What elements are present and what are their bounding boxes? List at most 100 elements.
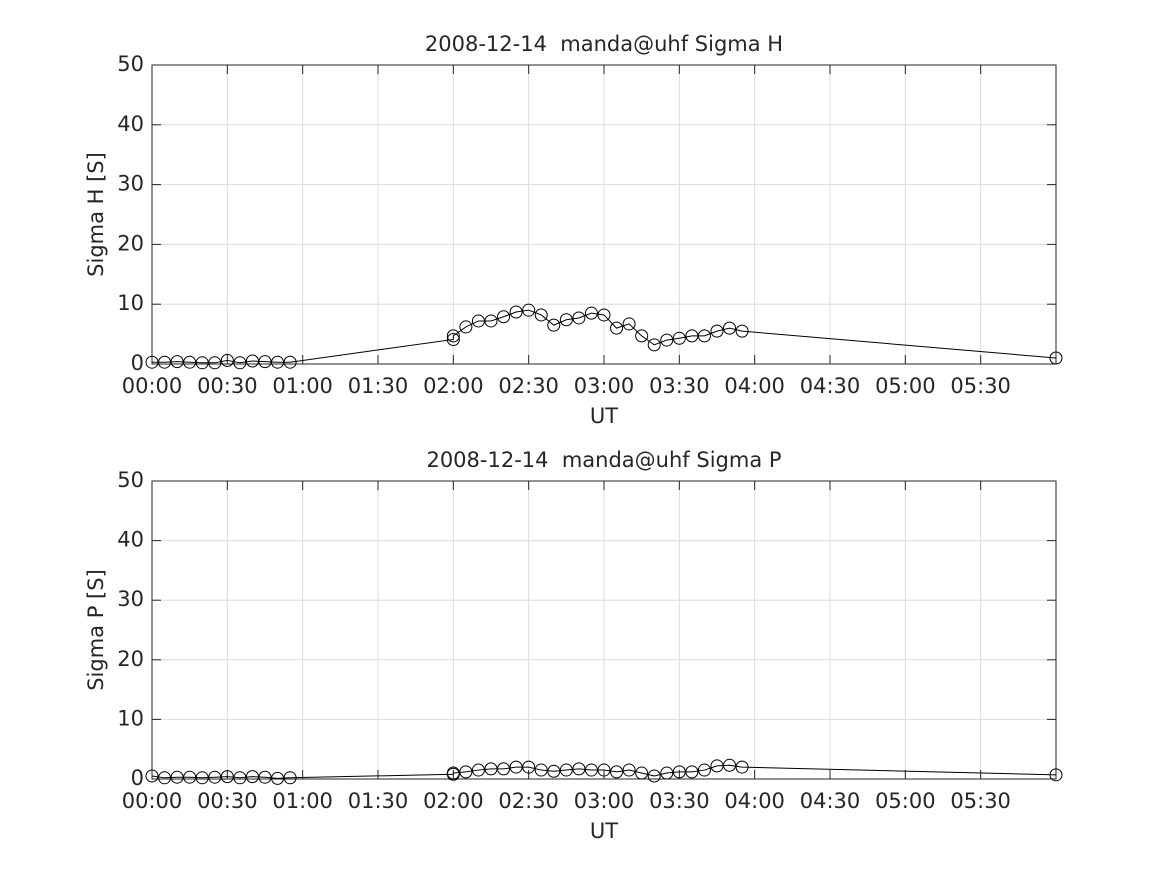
data-point [559,763,573,777]
data-point [522,303,536,317]
x-tick-label: 05:00 [875,374,936,398]
x-tick-label: 00:00 [122,374,183,398]
chart-title: 2008-12-14 manda@uhf Sigma H [425,32,783,56]
y-tick-label: 40 [117,112,144,136]
x-tick-label: 01:30 [348,374,409,398]
data-point [509,305,523,319]
x-tick-label: 04:30 [800,374,861,398]
y-tick-label: 10 [117,706,144,730]
data-point [195,771,209,785]
data-point [170,355,184,369]
y-tick-label: 50 [117,52,144,76]
x-tick-label: 05:30 [950,374,1011,398]
data-point [271,355,285,369]
x-tick-label: 01:00 [272,374,333,398]
data-point [547,764,561,778]
data-point [208,356,222,370]
x-tick-label: 03:00 [574,789,635,813]
data-point [233,356,247,370]
data-point [723,758,737,772]
data-point [647,338,661,352]
y-axis-label: Sigma H [S] [84,152,108,277]
data-point [572,311,586,325]
data-point [158,355,172,369]
data-point [723,321,737,335]
y-tick-label: 0 [131,766,144,790]
data-point [471,763,485,777]
data-point [1049,351,1063,365]
data-point [258,355,272,369]
data-point [622,317,636,331]
axes-box [151,64,1057,365]
y-tick-label: 0 [131,351,144,375]
data-point [522,760,536,774]
data-point [584,763,598,777]
data-point [660,333,674,347]
data-point [635,766,649,780]
data-point [672,331,686,345]
x-tick-label: 02:00 [423,789,484,813]
x-tick-label: 03:30 [649,789,710,813]
y-tick-label: 20 [117,647,144,671]
data-point [170,770,184,784]
y-tick-label: 30 [117,172,144,196]
data-point [220,770,234,784]
data-point [271,771,285,785]
data-point [497,762,511,776]
data-point [245,770,259,784]
data-point [635,329,649,343]
data-point [446,329,460,343]
chart-title: 2008-12-14 manda@uhf Sigma P [426,448,781,472]
data-point [509,760,523,774]
data-point [158,771,172,785]
y-tick-label: 50 [117,468,144,492]
x-tick-label: 01:30 [348,789,409,813]
data-point [484,314,498,328]
data-point [610,765,624,779]
data-point [647,769,661,783]
data-point [559,313,573,327]
data-point [572,762,586,776]
data-point [622,763,636,777]
data-point [283,355,297,369]
x-tick-label: 02:30 [498,789,559,813]
data-point [710,759,724,773]
data-point [145,769,159,783]
data-point [208,770,222,784]
data-point [672,765,686,779]
data-point [220,353,234,367]
x-tick-label: 00:30 [197,789,258,813]
data-point [195,356,209,370]
data-point [459,320,473,334]
data-point [145,355,159,369]
y-tick-label: 30 [117,587,144,611]
data-point [685,765,699,779]
data-point [610,321,624,335]
data-point [735,760,749,774]
data-point [446,332,460,346]
y-tick-label: 10 [117,291,144,315]
data-point [697,329,711,343]
data-point [660,766,674,780]
x-tick-label: 05:00 [875,789,936,813]
x-tick-label: 03:30 [649,374,710,398]
data-point [258,770,272,784]
data-point [446,766,460,780]
data-point [697,763,711,777]
x-tick-label: 00:30 [197,374,258,398]
x-tick-label: 04:00 [724,789,785,813]
y-tick-label: 20 [117,231,144,255]
x-tick-label: 00:00 [122,789,183,813]
data-point [735,324,749,338]
data-point [471,314,485,328]
x-tick-label: 02:30 [498,374,559,398]
data-point [534,308,548,322]
x-tick-label: 02:00 [423,374,484,398]
x-tick-label: 05:30 [950,789,1011,813]
x-tick-label: 01:00 [272,789,333,813]
axes-box [151,480,1057,780]
y-axis-label: Sigma P [S] [84,569,108,691]
data-point [183,770,197,784]
data-point [484,762,498,776]
